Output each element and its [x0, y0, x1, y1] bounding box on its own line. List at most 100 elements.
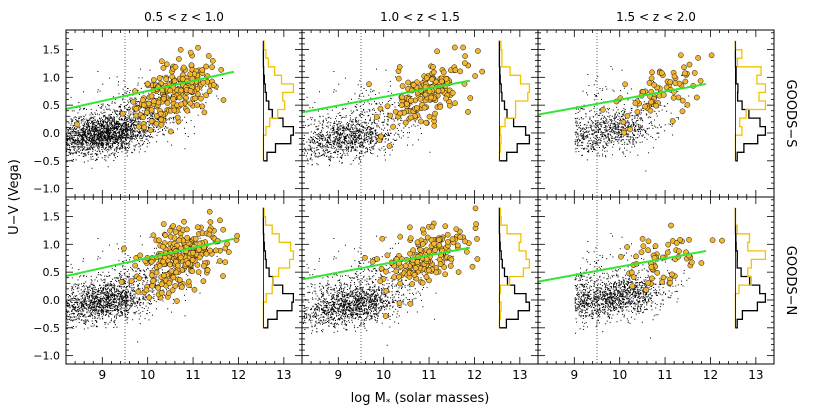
sample-point	[169, 287, 176, 294]
sample-point	[194, 262, 201, 268]
sample-point	[648, 75, 655, 82]
sample-point	[160, 243, 166, 250]
x-tick-label: 9	[334, 368, 342, 382]
sample-point	[677, 52, 684, 59]
sample-point	[179, 76, 186, 83]
sample-point	[141, 102, 147, 108]
labels: −1.0 −0.5 0.0 0.5 1.0 1.5 9 10 11 12 13 −1.0 −0.5 0.0…	[7, 10, 798, 408]
sample-point	[628, 269, 635, 276]
sample-point	[195, 44, 201, 51]
sample-point	[218, 66, 225, 73]
sample-point	[438, 78, 445, 85]
y-tick-label: −1.0	[33, 350, 60, 363]
sample-point	[206, 231, 213, 238]
sample-point	[199, 67, 206, 73]
sample-point	[192, 235, 199, 242]
sample-point	[156, 75, 163, 81]
y-tick-label: 0.5	[43, 99, 61, 112]
sample-point	[411, 271, 418, 278]
sample-point	[474, 256, 481, 262]
sample-point	[194, 224, 201, 231]
y-tick-label: 0.5	[43, 266, 61, 279]
sample-point	[167, 261, 173, 268]
sample-point	[200, 79, 207, 86]
sample-point	[162, 232, 169, 239]
sample-point	[397, 110, 403, 117]
sample-point	[449, 90, 456, 96]
sample-point	[399, 83, 406, 89]
division-line	[66, 237, 235, 278]
sample-point	[170, 96, 177, 102]
sample-point	[624, 113, 631, 119]
sample-point	[166, 280, 173, 287]
sample-point	[379, 235, 386, 242]
y-tick-label: −1.0	[33, 183, 60, 196]
sample-point	[634, 109, 641, 115]
sample-point	[160, 95, 167, 102]
sample-point	[174, 298, 180, 304]
sample-point	[475, 48, 481, 54]
sample-point	[463, 248, 470, 255]
sample-point	[408, 97, 414, 104]
sample-point	[671, 73, 678, 80]
sample-point	[196, 254, 203, 261]
sample-point	[426, 113, 433, 120]
sample-point	[184, 107, 191, 114]
sample-point	[224, 240, 230, 247]
y-tick-label: 1.5	[43, 210, 61, 223]
sample-point	[405, 79, 412, 86]
sample-point	[382, 313, 389, 319]
sample-point	[184, 226, 190, 233]
division-line	[302, 79, 471, 114]
sample-point	[121, 245, 127, 252]
sample-point	[399, 94, 405, 100]
sample-point	[201, 109, 208, 116]
sample-point	[190, 249, 196, 256]
sample-point	[455, 269, 462, 275]
sample-point	[441, 264, 448, 270]
sample-point	[383, 268, 389, 275]
sample-point	[633, 253, 639, 260]
sample-point	[132, 262, 139, 269]
sample-point	[151, 98, 157, 105]
y-tick-label: 1.0	[43, 238, 61, 251]
sample-point	[651, 82, 657, 88]
y-tick-label: 0.0	[43, 127, 61, 140]
sample-point	[383, 288, 390, 294]
sample-point	[171, 78, 178, 84]
sample-point	[158, 121, 165, 128]
sample-point	[185, 260, 191, 267]
sample-point	[425, 267, 432, 274]
sample-point	[419, 241, 426, 247]
sample-point	[377, 133, 384, 140]
sample-point	[204, 267, 211, 273]
panel-1-1	[302, 197, 531, 364]
sample-point	[402, 119, 409, 126]
sample-point	[147, 127, 154, 134]
sample-point	[189, 268, 196, 275]
sample-point	[407, 300, 414, 307]
sample-point	[451, 44, 458, 51]
sample-point	[144, 81, 151, 87]
sample-point	[708, 52, 715, 59]
sample-point	[660, 92, 667, 98]
sample-point	[160, 65, 167, 71]
sample-point	[130, 98, 137, 105]
sample-point	[153, 120, 160, 127]
sample-point	[175, 262, 181, 269]
sample-point	[600, 106, 606, 113]
sample-point	[143, 109, 150, 116]
x-tick-label: 10	[376, 368, 391, 382]
sample-point	[649, 275, 655, 282]
sample-point	[136, 275, 143, 282]
sample-point	[163, 76, 170, 83]
x-tick-label: 9	[98, 368, 106, 382]
sample-point	[430, 69, 437, 76]
sample-point	[206, 88, 213, 94]
sample-point	[664, 249, 671, 256]
sample-point	[384, 103, 391, 110]
x-tick-label: 13	[512, 368, 527, 382]
sample-point	[199, 103, 206, 110]
sample-point	[434, 48, 440, 55]
x-tick-label: 11	[185, 368, 200, 382]
